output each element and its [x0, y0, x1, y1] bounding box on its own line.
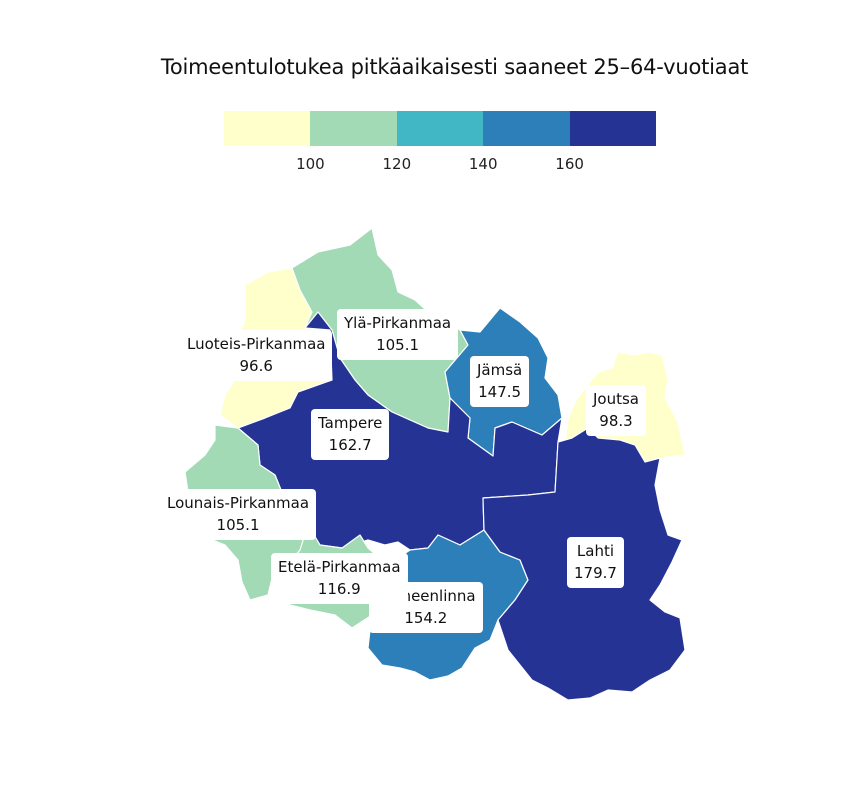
region-value: 105.1 [216, 516, 260, 534]
color-legend: 100 120 140 160 [224, 111, 656, 179]
label-lounais-pirkanmaa: Lounais-Pirkanmaa 105.1 [160, 489, 317, 540]
legend-color-bar [224, 111, 656, 146]
legend-ticks: 100 120 140 160 [224, 155, 656, 179]
region-name: Ylä-Pirkanmaa [344, 314, 452, 332]
legend-swatch [310, 111, 397, 146]
legend-tick-label: 120 [382, 155, 412, 173]
region-name: Luoteis-Pirkanmaa [187, 335, 326, 353]
region-name: Etelä-Pirkanmaa [278, 558, 401, 576]
region-value: 105.1 [376, 336, 420, 354]
label-joutsa: Joutsa 98.3 [586, 385, 646, 436]
legend-swatch [396, 111, 484, 146]
region-name: Lahti [576, 542, 615, 560]
region-name: Lounais-Pirkanmaa [167, 494, 310, 512]
region-name: Jämsä [477, 361, 523, 379]
region-value: 162.7 [328, 436, 372, 454]
legend-tick-label: 160 [555, 155, 584, 173]
label-lahti: Lahti 179.7 [567, 537, 624, 588]
region-value: 98.3 [599, 412, 633, 430]
region-value: 154.2 [404, 609, 448, 627]
region-value: 179.7 [574, 564, 617, 582]
region-name: Joutsa [593, 390, 639, 408]
region-name: Tampere [318, 414, 383, 432]
legend-tick-label: 140 [468, 155, 498, 173]
region-value: 116.9 [317, 580, 361, 598]
region-value: 147.5 [478, 383, 522, 401]
legend-swatch [224, 111, 311, 146]
region-value: 96.6 [239, 357, 273, 375]
label-jamsa: Jämsä 147.5 [470, 356, 530, 407]
label-tampere: Tampere 162.7 [311, 409, 390, 460]
legend-swatch [483, 111, 570, 146]
label-etela-pirkanmaa: Etelä-Pirkanmaa 116.9 [271, 553, 408, 604]
legend-tick-label: 100 [296, 155, 325, 173]
map-title: Toimeentulotukea pitkäaikaisesti saaneet… [160, 55, 749, 79]
legend-swatch [569, 111, 656, 146]
label-yla-pirkanmaa: Ylä-Pirkanmaa 105.1 [337, 309, 459, 360]
label-luoteis-pirkanmaa: Luoteis-Pirkanmaa 96.6 [180, 330, 333, 381]
